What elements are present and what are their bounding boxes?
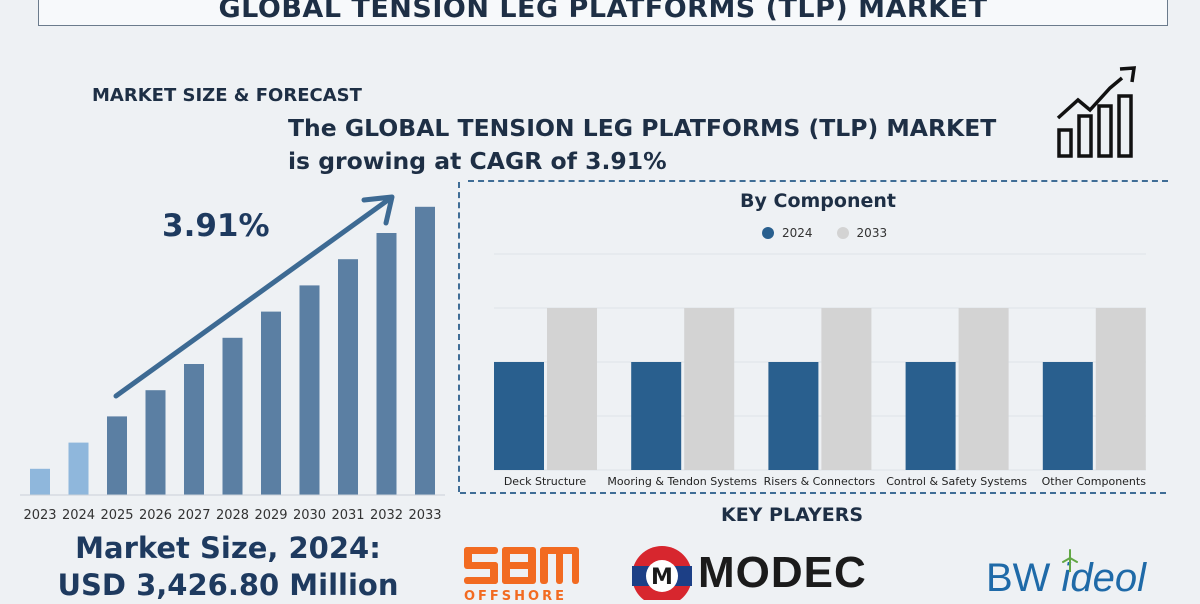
banner-title: GLOBAL TENSION LEG PLATFORMS (TLP) MARKE… [218,0,988,24]
legend-item-2033: 2033 [836,226,888,240]
forecast-chart: 2023 2024 2025 2026 2027 2028 2029 2030 2031 2032… [20,194,445,523]
component-bar-2033-1 [684,308,735,470]
divider-top [468,180,1168,182]
svg-text:M: M [651,565,673,590]
component-bar-2033-4 [1095,308,1146,470]
component-bar-2024-3 [905,362,956,470]
forecast-bar-2030 [299,285,320,495]
component-bar-2024-4 [1042,362,1093,470]
divider-vertical [458,182,460,492]
wind-turbine-icon [1062,549,1078,572]
divider-bottom [460,492,1166,494]
component-bar-2024-1 [631,362,682,470]
component-bar-2033-3 [958,308,1009,470]
forecast-tick-2025: 2025 [100,508,133,523]
bw-ideol-bw: BW [986,556,1062,600]
modec-wordmark: MODEC [698,548,867,597]
component-bar-2024-2 [768,362,819,470]
component-tick-3: Control & Safety Systems [886,475,1027,488]
forecast-bar-2025 [107,416,127,495]
legend-marker-2024 [762,227,774,239]
legend-marker-2033 [836,227,849,239]
title-banner: GLOBAL TENSION LEG PLATFORMS (TLP) MARKE… [38,0,1168,26]
forecast-bar-2026 [145,390,166,495]
forecast-tick-2024: 2024 [62,508,95,523]
forecast-tick-2023: 2023 [23,508,56,523]
component-tick-1: Mooring & Tendon Systems [607,475,757,488]
headline: The GLOBAL TENSION LEG PLATFORMS (TLP) M… [288,112,1068,178]
component-legend: 2024 2033 [762,226,887,240]
forecast-tick-2026: 2026 [139,508,172,523]
forecast-tick-2029: 2029 [254,508,287,523]
component-bar-2033-0 [547,308,597,470]
headline-line-2: is growing at CAGR of 3.91% [288,147,667,175]
forecast-tick-2027: 2027 [177,508,210,523]
forecast-tick-2031: 2031 [331,508,364,523]
forecast-bar-2032 [376,233,397,495]
market-size-line-2: USD 3,426.80 Million [57,568,399,602]
forecast-tick-2032: 2032 [370,508,403,523]
market-size: Market Size, 2024: USD 3,426.80 Million [18,530,438,604]
forecast-bar-2028 [222,337,243,495]
forecast-bar-2033 [415,206,435,496]
section-label: MARKET SIZE & FORECAST [92,85,362,106]
component-tick-0: Deck Structure [504,475,587,488]
market-size-line-1: Market Size, 2024: [75,531,381,565]
component-chart: Deck Structure Mooring & Tendon Systems Ri… [494,253,1147,488]
component-bar-2024-0 [494,362,544,470]
legend-item-2024: 2024 [762,226,813,240]
forecast-bar-2031 [338,259,358,495]
svg-text:OFFSHORE: OFFSHORE [464,589,567,600]
forecast-bar-2024 [68,442,89,495]
bw-ideol-ideol: ideol [1061,556,1147,600]
forecast-bar-2027 [184,364,204,495]
sbm-offshore-logo: OFFSHORE [464,547,579,600]
cagr-value: 3.91% [162,208,270,244]
legend-label-2033: 2033 [856,226,888,240]
component-chart-title: By Component [740,190,896,212]
bw-ideol-logo: BW ideol [986,556,1146,601]
forecast-bar-2029 [261,311,281,495]
trend-arrow-icon [113,194,395,399]
growth-chart-icon [1056,66,1137,158]
key-players-title: KEY PLAYERS [720,504,864,526]
component-tick-2: Risers & Connectors [764,475,876,488]
forecast-tick-2028: 2028 [216,508,249,523]
modec-emblem-icon: M [632,546,692,600]
headline-line-1: The GLOBAL TENSION LEG PLATFORMS (TLP) M… [288,114,997,142]
component-tick-4: Other Components [1042,475,1147,488]
forecast-tick-2030: 2030 [293,508,326,523]
component-bar-2033-2 [821,308,872,470]
legend-label-2024: 2024 [782,226,813,240]
forecast-bar-2023 [30,468,50,495]
forecast-tick-2033: 2033 [408,508,441,523]
